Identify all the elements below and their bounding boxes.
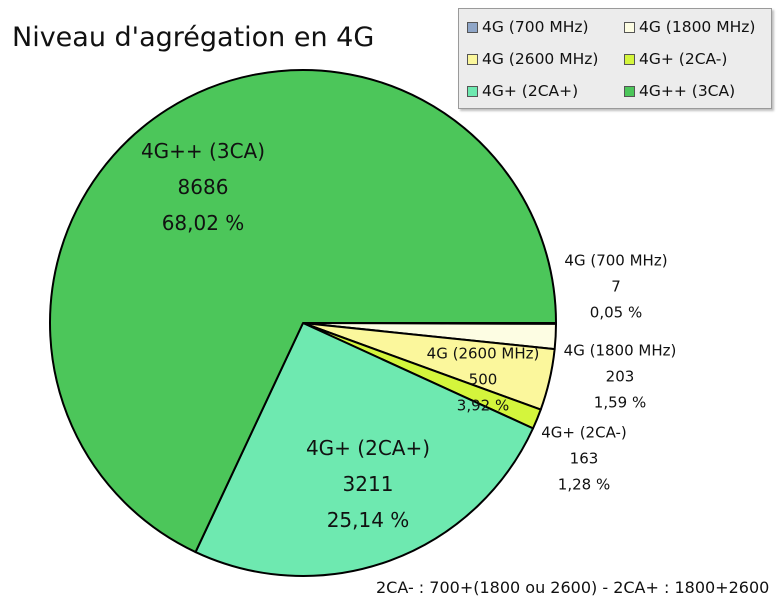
slice-label-3ca: 4G++ (3CA) bbox=[141, 139, 265, 163]
legend-item-2600: 4G (2600 MHz) bbox=[467, 50, 598, 68]
legend-label-700: 4G (700 MHz) bbox=[482, 18, 589, 36]
slices-layer bbox=[49, 69, 557, 577]
legend-item-700: 4G (700 MHz) bbox=[467, 18, 589, 36]
pie-slice-3ca bbox=[49, 69, 557, 554]
slice-value-700: 7 bbox=[611, 277, 621, 295]
chart-title: Niveau d'agrégation en 4G bbox=[12, 22, 375, 53]
legend-label-2ca-minus: 4G+ (2CA-) bbox=[639, 50, 728, 68]
legend-swatch-2ca-plus bbox=[467, 85, 478, 97]
legend-item-2ca-plus: 4G+ (2CA+) bbox=[467, 82, 578, 100]
slice-percent-2600: 3,92 % bbox=[457, 396, 509, 414]
legend-item-3ca: 4G++ (3CA) bbox=[624, 82, 735, 100]
chart-footnote: 2CA- : 700+(1800 ou 2600) - 2CA+ : 1800+… bbox=[376, 578, 770, 597]
legend-label-3ca: 4G++ (3CA) bbox=[639, 82, 736, 100]
slice-value-2ca-plus: 3211 bbox=[343, 472, 394, 496]
legend-label-2ca-plus: 4G+ (2CA+) bbox=[482, 82, 579, 100]
slice-label-2ca-plus: 4G+ (2CA+) bbox=[306, 436, 430, 460]
slice-percent-700: 0,05 % bbox=[590, 303, 642, 321]
slice-percent-1800: 1,59 % bbox=[594, 393, 646, 411]
slice-percent-2ca-minus: 1,28 % bbox=[558, 475, 610, 493]
pie-slice-2ca-plus bbox=[194, 322, 535, 577]
legend-label-2600: 4G (2600 MHz) bbox=[482, 50, 599, 68]
legend-swatch-700 bbox=[467, 21, 478, 33]
slice-value-2600: 500 bbox=[469, 370, 498, 388]
legend-swatch-2600 bbox=[467, 53, 478, 65]
slice-label-2ca-minus: 4G+ (2CA-) bbox=[541, 423, 627, 441]
legend-item-2ca-minus: 4G+ (2CA-) bbox=[624, 50, 727, 68]
legend-swatch-3ca bbox=[624, 85, 635, 97]
slice-value-1800: 203 bbox=[606, 367, 635, 385]
legend: 4G (700 MHz) 4G (1800 MHz) 4G (2600 MHz)… bbox=[458, 8, 772, 109]
legend-label-1800: 4G (1800 MHz) bbox=[639, 18, 756, 36]
slice-value-2ca-minus: 163 bbox=[570, 449, 599, 467]
labels-layer: 4G (700 MHz) 7 0,05 % 4G (1800 MHz) 203 1,59 … bbox=[141, 139, 676, 532]
slice-label-1800: 4G (1800 MHz) bbox=[564, 341, 677, 359]
legend-item-1800: 4G (1800 MHz) bbox=[624, 18, 755, 36]
slice-label-2600: 4G (2600 MHz) bbox=[427, 344, 540, 362]
legend-swatch-2ca-minus bbox=[624, 53, 635, 65]
slice-percent-3ca: 68,02 % bbox=[162, 211, 245, 235]
slice-percent-2ca-plus: 25,14 % bbox=[327, 508, 410, 532]
slice-value-3ca: 8686 bbox=[178, 175, 229, 199]
slice-label-700: 4G (700 MHz) bbox=[564, 251, 667, 269]
legend-swatch-1800 bbox=[624, 21, 635, 33]
